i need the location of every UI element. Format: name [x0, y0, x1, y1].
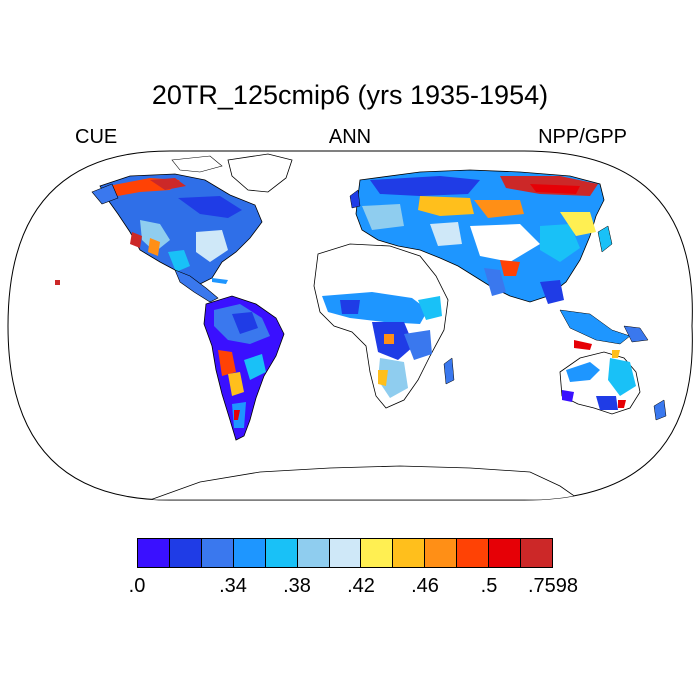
colorbar-box-10: [457, 539, 490, 567]
colorbar-box-0: [138, 539, 170, 567]
eurasia-region: [349, 169, 649, 350]
colorbar-label: .42: [347, 575, 375, 597]
colorbar-labels: .0 .34 .38 .42 .46 .5 .7598: [0, 575, 700, 601]
colorbar-label: .46: [411, 575, 439, 597]
colorbar-box-2: [201, 539, 234, 567]
antarctica-outline: [149, 465, 582, 500]
colorbar-box-11: [489, 539, 522, 567]
subtitle-units: NPP/GPP: [538, 126, 627, 148]
colorbar-box-6: [329, 539, 362, 567]
map-title: 20TR_125cmip6 (yrs 1935-1954): [151, 80, 549, 110]
north-america-region: [55, 153, 293, 303]
colorbar-box-4: [265, 539, 298, 567]
colorbar-box-8: [393, 539, 426, 567]
colorbar-label: .5: [480, 575, 498, 597]
africa-region: [313, 243, 455, 409]
subtitle-variable: CUE: [75, 126, 118, 148]
colorbar-label: .7598: [527, 575, 579, 597]
colorbar-box-9: [425, 539, 458, 567]
colorbar-label: .0: [128, 575, 146, 597]
subtitle-season: ANN: [328, 126, 372, 148]
colorbar-label: .38: [283, 575, 311, 597]
south-america-region: [203, 295, 285, 441]
colorbar-box-1: [169, 539, 202, 567]
colorbar: [137, 538, 553, 568]
colorbar-label: .34: [219, 575, 247, 597]
australia-region: [559, 350, 667, 421]
colorbar-box-7: [361, 539, 394, 567]
colorbar-box-5: [297, 539, 330, 567]
colorbar-box-3: [233, 539, 266, 567]
colorbar-box-12: [521, 539, 552, 567]
